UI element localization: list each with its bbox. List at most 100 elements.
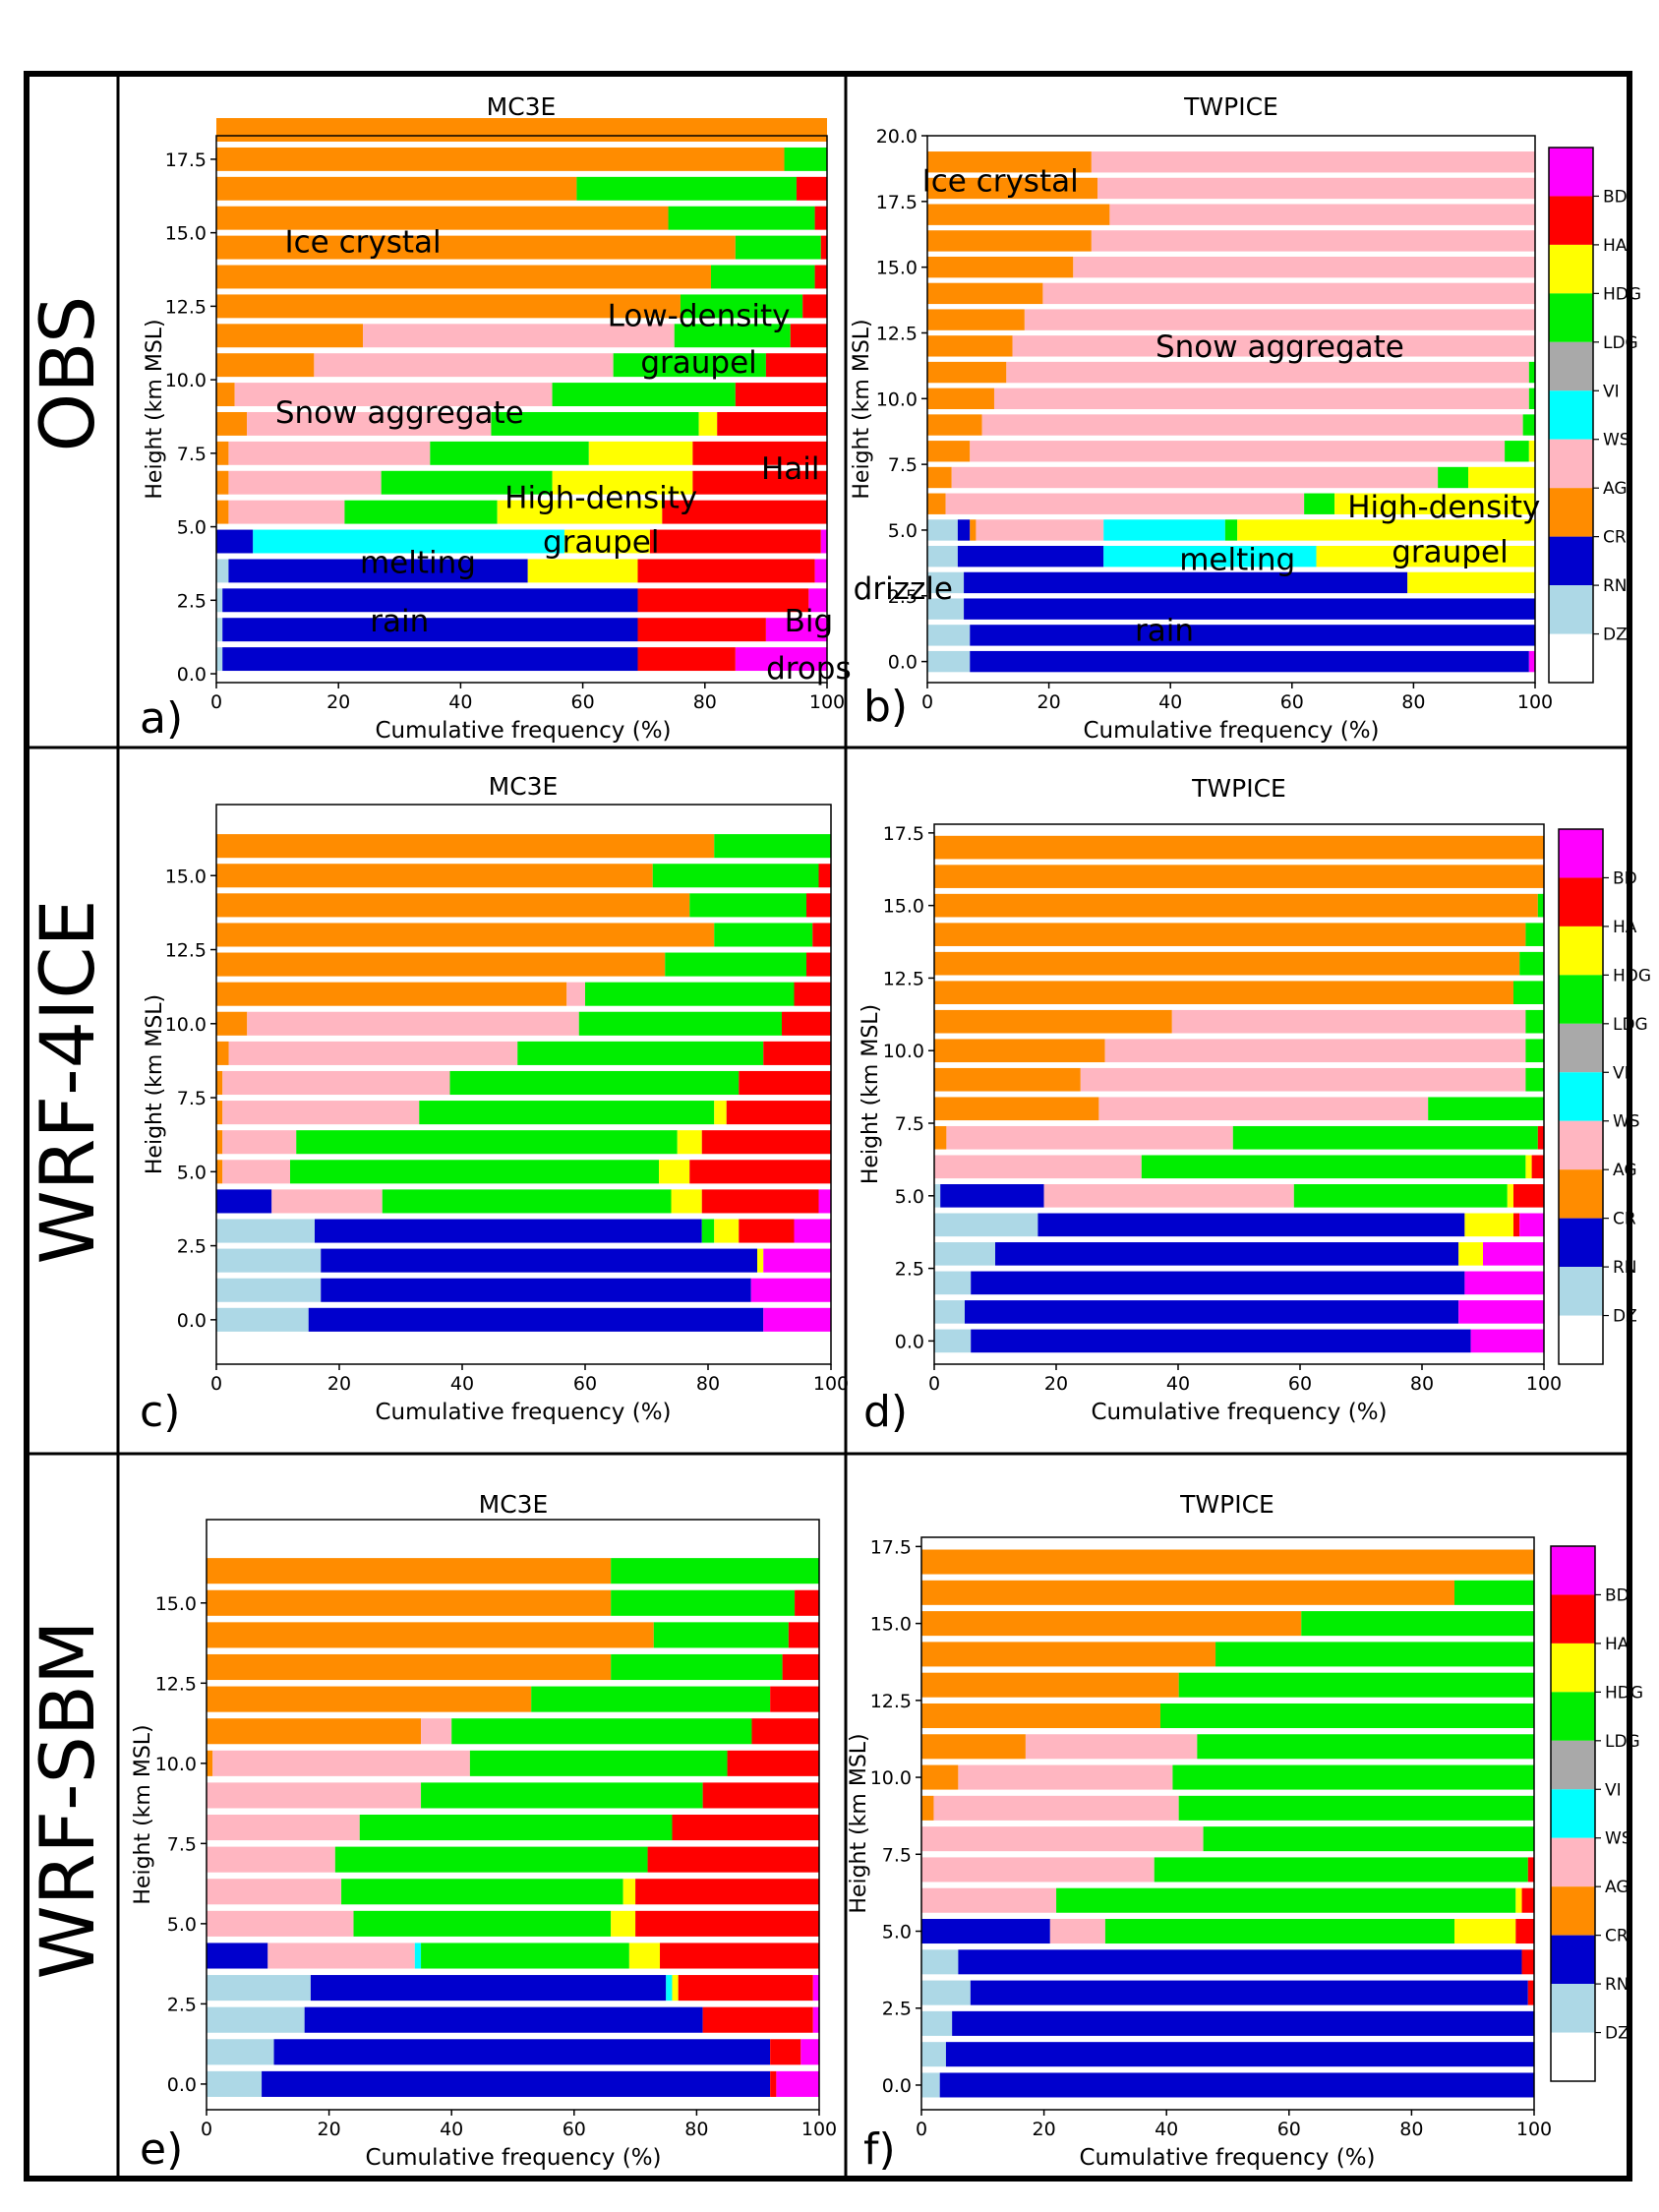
bar-segment-rn (222, 588, 638, 613)
annotation-label: melting (1179, 542, 1295, 577)
bar-segment-ha (812, 923, 831, 947)
bar-segment-cr (216, 1070, 223, 1096)
bar-segment-ldg (680, 294, 803, 319)
x-tick-label: 100 (1516, 2119, 1552, 2140)
bar-segment-ldg (1525, 923, 1544, 946)
bar-segment-bd (812, 1975, 819, 2002)
bar-segment-rn (970, 650, 1529, 673)
bar-segment-rn (304, 2006, 703, 2033)
bar-segment-bd (814, 559, 827, 583)
plot-area-border (206, 1519, 820, 2111)
bar-stack-group (934, 835, 1544, 1353)
x-tick-label: 40 (448, 691, 472, 713)
bar-segment-hdg (1515, 1887, 1522, 1913)
bar-segment-ldg (1232, 1125, 1538, 1150)
legend-label: AG (1603, 479, 1628, 499)
x-tick-label: 80 (1401, 691, 1425, 713)
bar-segment-hdg (677, 1130, 702, 1155)
bar-segment-cr (927, 177, 1098, 200)
y-tick-label: 17.5 (165, 149, 207, 171)
bar-segment-cr (216, 324, 364, 348)
bar-segment-cr (927, 282, 1043, 305)
annotation-label: Big (785, 604, 834, 639)
legend-label: CR (1605, 1927, 1629, 1946)
bar-segment-ldg (552, 383, 736, 407)
bar-segment-hdg (622, 1879, 636, 1905)
bar-segment-rn (957, 519, 971, 541)
bar-stack-group (216, 834, 831, 1332)
bar-segment-cr (216, 864, 653, 888)
legend-swatch-ldg (1549, 293, 1593, 342)
bar-segment-rn (308, 1307, 764, 1332)
bar-segment-cr (216, 923, 715, 947)
bar-segment-hdg (1316, 546, 1535, 568)
bar-segment-cr (216, 1160, 223, 1184)
legend-label: RN (1613, 1258, 1637, 1278)
bar-segment-hdg (611, 1910, 636, 1937)
bar-segment-dz (927, 625, 971, 646)
bar-segment-rn (971, 1271, 1465, 1295)
bar-segment-ldg (1104, 1919, 1455, 1944)
bar-segment-ag (207, 1879, 342, 1905)
bar-segment-cr (927, 151, 1092, 173)
bar-segment-ha (735, 383, 827, 407)
bar-segment-cr (927, 493, 946, 514)
bar-segment-rn (958, 1949, 1522, 1975)
bar-segment-ha (818, 864, 831, 888)
bar-segment-ag (976, 519, 1104, 541)
bar-segment-hdg (659, 1160, 690, 1184)
bar-segment-cr (927, 441, 971, 462)
chart-panels: 0 20 40 60 80 100 0.0 2.5 5.0 7.5 10.0 12.5 15.0 17.5… (131, 92, 1651, 2175)
bar-segment-cr (934, 893, 1538, 918)
bar-segment-ldg (1519, 951, 1544, 976)
bar-segment-ha (1521, 1949, 1534, 1975)
legend-label: HA (1605, 1635, 1629, 1654)
bar-segment-cr (216, 1011, 248, 1036)
legend-label: AG (1613, 1161, 1637, 1180)
legend-swatch-ldg (1551, 1692, 1595, 1741)
bar-segment-ag (1109, 204, 1535, 225)
bar-segment-ha (660, 1943, 819, 1969)
bar-segment-ag (212, 1750, 470, 1776)
x-tick-label: 100 (809, 691, 845, 713)
bar-segment-rn (921, 1919, 1050, 1944)
bar-segment-ag (222, 1101, 420, 1125)
bar-segment-dz (216, 559, 229, 583)
annotation-label: graupel (1392, 534, 1508, 569)
bar-segment-cr (921, 1764, 959, 1790)
bar-segment-dz (216, 1219, 315, 1243)
bar-segment-ws (414, 1943, 422, 1969)
bar-segment-ha (765, 353, 827, 378)
x-tick-label: 20 (318, 2119, 341, 2140)
chart-title: TWPICE (1183, 92, 1278, 121)
bar-segment-ha (739, 1070, 831, 1096)
bar-segment-ha (802, 294, 827, 319)
figure-border (24, 71, 1632, 2182)
bar-segment-hdg (714, 1101, 727, 1125)
bar-segment-ag (1097, 177, 1535, 200)
y-tick-label: 0.0 (888, 652, 918, 674)
bar-segment-ha (763, 1041, 831, 1065)
bar-segment-ag (1024, 309, 1535, 330)
bar-segment-rn (945, 2042, 1534, 2067)
bar-segment-rn (957, 546, 1104, 568)
bar-segment-ha (635, 1879, 819, 1905)
bar-segment-ha (1527, 1857, 1534, 1883)
legend-label: RN (1603, 576, 1628, 596)
bar-segment-dz (921, 2042, 946, 2067)
bar-segment-dz (927, 519, 958, 541)
y-tick-label: 12.5 (165, 296, 207, 318)
bar-segment-ha (649, 529, 821, 554)
y-tick-label: 12.5 (876, 323, 918, 344)
plot-area-border (215, 135, 828, 684)
bar-segment-cr (921, 1611, 1302, 1637)
bar-segment-bd (765, 618, 827, 642)
bar-segment-hdg (1237, 519, 1535, 541)
bar-segment-ag (958, 1764, 1173, 1790)
bar-segment-dz (921, 2010, 953, 2036)
bar-segment-cr (216, 353, 315, 378)
bar-segment-rn (216, 529, 254, 554)
legend-swatch-ha (1549, 196, 1593, 245)
bar-segment-ldg (1301, 1611, 1534, 1637)
annotation-label: graupel (543, 525, 659, 561)
